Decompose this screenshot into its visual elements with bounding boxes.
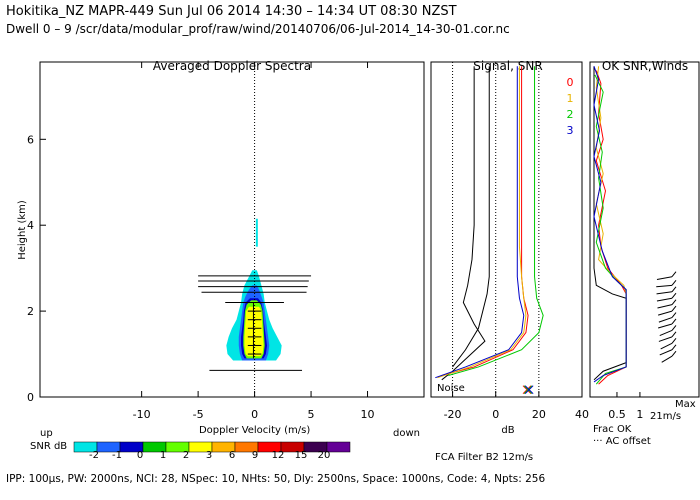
spectra-xtick-label: -10 [133,408,151,421]
ac-offset-label: ··· AC offset [593,436,651,447]
colorbar-level-label: 1 [160,450,166,461]
spectra-xlabel: Doppler Velocity (m/s) [199,425,310,436]
spectra-ytick-label: 2 [27,305,34,318]
winds-legend-2: 2 [567,108,574,121]
fca-filter-label: FCA Filter B2 12m/s [435,452,533,463]
winds-series-4 [593,66,627,383]
colorbar-swatch-11 [326,441,351,453]
winds-legend-3: 3 [567,124,574,137]
wind-barb-2 [656,291,673,295]
wind-barb-flag-2 [671,286,677,293]
max-wind-label: Max [675,399,696,410]
winds-frame [589,61,700,398]
signal-xtick-label: 0 [492,408,499,421]
signal-series-2 [441,66,529,377]
wind-barb-flag-3 [671,292,677,299]
wind-barb-12 [661,355,673,363]
spectra-xtick-label: 10 [361,408,375,421]
signal-xtick-label: -20 [444,408,462,421]
colorbar-label: SNR dB [30,441,67,452]
winds-legend-0: 0 [567,76,574,89]
wind-barb-flag-10 [671,338,677,344]
colorbar-level-label: -1 [112,450,122,461]
spectra-ylabel: Height (km) [17,200,28,260]
wind-barb-flag-5 [671,305,677,312]
wind-barb-8 [659,329,673,337]
wind-barb-flag-6 [671,312,677,318]
spectra-ytick-label: 6 [27,133,34,146]
signal-series-5 [435,66,525,379]
wind-barb-0 [656,276,673,280]
signal-series-0 [441,66,486,381]
wind-barb-flag-8 [671,325,677,331]
colorbar-level-label: 6 [229,450,235,461]
wind-barb-flag-1 [671,280,677,286]
wind-barb-flag-9 [671,331,677,338]
colorbar-level-label: 20 [318,450,331,461]
colorbar-level-label: 3 [206,450,212,461]
wind-barb-6 [658,317,673,323]
spectra-xtick-label: -5 [193,408,204,421]
wind-barb-1 [656,284,673,288]
winds-title: OK SNR,Winds [602,59,688,73]
winds-legend-1: 1 [567,92,574,105]
colorbar-level-label: 12 [272,450,285,461]
colorbar-level-label: 15 [295,450,308,461]
wind-barb-flag-11 [671,344,677,351]
wind-barb-flag-4 [671,299,677,305]
winds-xtick-label: 1 [636,408,643,421]
signal-xlabel: dB [501,425,514,436]
spectra-down-label: down [393,428,420,439]
wind-barb-11 [659,349,673,356]
wind-barb-4 [657,304,673,309]
winds-xtick-label: 0.5 [608,408,626,421]
signal-series-1 [452,66,490,368]
wind-barb-flag-7 [671,318,677,325]
signal-title: Signal, SNR [473,59,542,73]
wind-barb-5 [658,310,673,316]
spectra-title: Averaged Doppler Spectra [153,59,311,73]
frac-ok-label: Frac OK [593,424,632,435]
colorbar-level-label: 2 [183,450,189,461]
signal-series-4 [448,66,544,377]
max-wind-value: 21m/s [650,411,681,422]
footer-parameters: IPP: 100µs, PW: 2000ns, NCI: 28, NSpec: … [6,473,546,485]
wind-barb-7 [658,323,673,329]
wind-barb-3 [656,297,673,302]
signal-xtick-label: 20 [532,408,546,421]
spectra-frame [39,61,425,398]
noise-marker-1 [523,385,533,395]
noise-label: Noise [437,383,465,394]
colorbar-level-label: -2 [89,450,99,461]
header-title-line: Hokitika_NZ MAPR-449 Sun Jul 06 2014 14:… [6,4,457,19]
wind-barb-flag-0 [671,271,677,278]
signal-series-3 [437,66,527,379]
spectra-up-label: up [40,428,53,439]
spectra-xtick-label: 5 [308,408,315,421]
colorbar-level-label: 0 [137,450,143,461]
spectra-ytick-label: 4 [27,219,34,232]
signal-frame [430,61,583,398]
wind-barb-10 [660,342,673,350]
wind-barb-flag-12 [671,350,677,357]
noise-marker-2 [524,385,534,395]
spectra-ytick-label: 0 [27,391,34,404]
noise-marker-0 [522,385,532,395]
header-file-line: Dwell 0 – 9 /scr/data/modular_prof/raw/w… [6,22,510,36]
colorbar-level-label: 9 [252,450,258,461]
spectra-band-4 [244,306,264,357]
spectra-xtick-label: 0 [251,408,258,421]
signal-xtick-label: 40 [575,408,589,421]
wind-barb-9 [658,336,673,342]
